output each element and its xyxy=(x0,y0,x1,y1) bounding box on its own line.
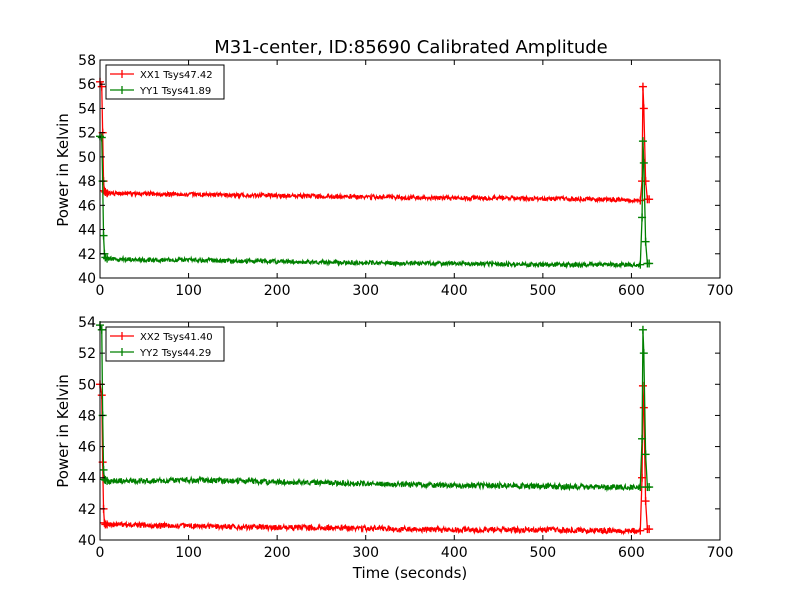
bottom-legend: XX2 Tsys41.40 YY2 Tsys44.29 xyxy=(105,326,225,362)
top-x-tick-label: 400 xyxy=(441,283,468,299)
top-x-tick-label: 200 xyxy=(264,283,291,299)
bottom-y-tick-label: 44 xyxy=(78,471,96,487)
top-series-2-marker xyxy=(641,237,650,246)
top-series-1-marker xyxy=(103,189,112,198)
top-legend-item: XX1 Tsys47.42 xyxy=(110,70,213,81)
bottom-x-tick-label: 500 xyxy=(529,545,556,561)
bottom-y-tick-label: 48 xyxy=(78,408,96,424)
bottom-series-2-marker xyxy=(97,325,106,334)
top-series-2-marker xyxy=(103,254,112,263)
bottom-series-1-marker xyxy=(641,497,650,506)
bottom-x-tick-label: 200 xyxy=(264,545,291,561)
bottom-x-tick-label: 400 xyxy=(441,545,468,561)
top-y-axis-label: Power in Kelvin xyxy=(54,113,72,227)
top-x-tick-label: 500 xyxy=(529,283,556,299)
chart-title: M31-center, ID:85690 Calibrated Amplitud… xyxy=(214,37,607,58)
top-series-1-marker xyxy=(639,104,648,113)
top-series-line-1 xyxy=(99,81,650,204)
top-series-2-marker xyxy=(636,260,645,269)
top-y-tick-label: 58 xyxy=(78,53,96,69)
bottom-x-tick-label: 600 xyxy=(618,545,645,561)
bottom-series-2-marker xyxy=(645,483,654,492)
bottom-subplot: Power in Kelvin 0 100 200 300 400 500 600 700 40… xyxy=(54,315,733,561)
x-axis-label: Time (seconds) xyxy=(352,564,468,582)
bottom-y-tick-label: 46 xyxy=(78,440,96,456)
bottom-series-1-marker xyxy=(103,520,112,529)
bottom-series-1-marker xyxy=(636,526,645,535)
top-x-tick-label: 0 xyxy=(96,283,105,299)
top-legend-label: XX1 Tsys47.42 xyxy=(140,70,213,81)
bottom-series-1-marker xyxy=(645,525,654,534)
bottom-x-tick-label: 300 xyxy=(352,545,379,561)
bottom-x-tick-label: 100 xyxy=(175,545,202,561)
bottom-series-line-2 xyxy=(99,324,650,493)
top-y-tick-label: 48 xyxy=(78,174,96,190)
bottom-y-tick-label: 54 xyxy=(78,315,96,331)
top-x-tick-label: 100 xyxy=(175,283,202,299)
bottom-x-tick-label: 0 xyxy=(96,545,105,561)
top-y-tick-label: 42 xyxy=(78,247,96,263)
bottom-y-tick-label: 52 xyxy=(78,346,96,362)
bottom-series-2-marker xyxy=(638,434,647,443)
top-series-2-marker xyxy=(639,158,648,167)
bottom-series-2-marker xyxy=(636,483,645,492)
bottom-legend-label: XX2 Tsys41.40 xyxy=(140,332,213,343)
top-y-tick-label: 52 xyxy=(78,126,96,142)
bottom-x-tick-label: 700 xyxy=(707,545,734,561)
top-x-tick-label: 700 xyxy=(707,283,734,299)
bottom-legend-item: YY2 Tsys44.29 xyxy=(110,348,211,359)
bottom-y-tick-label: 42 xyxy=(78,502,96,518)
top-y-tick-label: 46 xyxy=(78,198,96,214)
bottom-series-2-marker xyxy=(103,476,112,485)
bottom-series-2-marker xyxy=(99,465,108,474)
top-legend-label: YY1 Tsys41.89 xyxy=(139,86,211,97)
top-series-1-marker xyxy=(645,195,654,204)
top-series-2-marker xyxy=(645,259,654,268)
top-plot-frame xyxy=(99,59,721,279)
top-y-tick-label: 56 xyxy=(78,77,96,93)
top-series-2-marker xyxy=(97,133,106,142)
top-legend: XX1 Tsys47.42 YY1 Tsys41.89 xyxy=(105,64,225,100)
top-series-1-marker xyxy=(638,82,647,91)
top-x-tick-label: 600 xyxy=(618,283,645,299)
bottom-series-1-marker xyxy=(638,473,647,482)
bottom-series-2-marker xyxy=(638,325,647,334)
top-subplot: Power in Kelvin 0 100 200 300 400 500 600 700 40… xyxy=(54,53,733,299)
top-series-2-marker xyxy=(101,253,110,262)
bottom-series-2-marker xyxy=(101,476,110,485)
top-y-tick-label: 54 xyxy=(78,101,96,117)
top-y-tick-label: 50 xyxy=(78,150,96,166)
top-series-1-marker xyxy=(636,196,645,205)
bottom-legend-label: YY2 Tsys44.29 xyxy=(139,348,211,359)
bottom-series-2-marker xyxy=(641,450,650,459)
top-y-tick-label: 44 xyxy=(78,223,96,239)
bottom-series-2-marker xyxy=(639,349,648,358)
top-series-2-marker xyxy=(99,231,108,240)
bottom-y-axis-label: Power in Kelvin xyxy=(54,374,72,488)
top-series-line-2 xyxy=(99,135,650,270)
bottom-y-tick-label: 50 xyxy=(78,377,96,393)
bottom-series-line-1 xyxy=(99,384,650,536)
top-legend-item: YY1 Tsys41.89 xyxy=(110,86,211,97)
bottom-legend-item: XX2 Tsys41.40 xyxy=(110,332,213,343)
top-series-2-marker xyxy=(638,213,647,222)
bottom-y-tick-label: 40 xyxy=(78,533,96,549)
top-legend-box xyxy=(105,64,225,100)
bottom-series-1-marker xyxy=(639,403,648,412)
bottom-plot-frame xyxy=(99,321,721,541)
top-series-2-marker xyxy=(638,137,647,146)
bottom-legend-box xyxy=(105,326,225,362)
top-x-tick-label: 300 xyxy=(352,283,379,299)
top-y-tick-label: 40 xyxy=(78,271,96,287)
